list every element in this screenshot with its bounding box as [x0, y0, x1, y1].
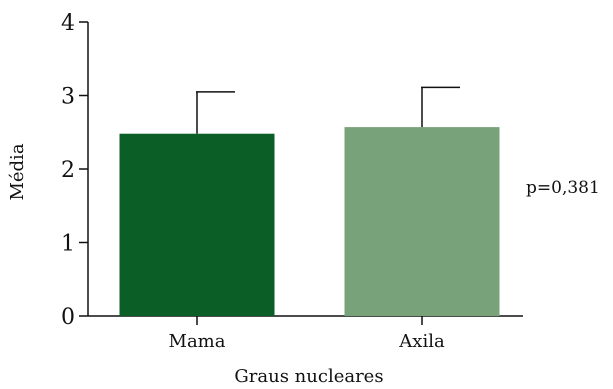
y-tick-label: 0 [61, 305, 75, 330]
x-tick-label: Mama [169, 331, 226, 352]
bars [119, 127, 500, 316]
y-tick-label: 2 [61, 158, 75, 183]
bar-axila [344, 127, 500, 316]
y-tick-label: 1 [61, 232, 75, 257]
y-axis-ticks: 0 1 2 3 4 [61, 11, 88, 330]
y-tick-label: 3 [61, 85, 75, 110]
error-bars [196, 86, 460, 134]
x-axis-title: Graus nucleares [234, 366, 383, 387]
y-axis-title: Média [7, 143, 28, 200]
x-axis-ticks: Mama Axila [169, 316, 445, 352]
p-value-annotation: p=0,381 [526, 178, 600, 198]
x-tick-label: Axila [398, 331, 445, 352]
bar-mama [119, 133, 275, 316]
y-tick-label: 4 [61, 11, 75, 36]
